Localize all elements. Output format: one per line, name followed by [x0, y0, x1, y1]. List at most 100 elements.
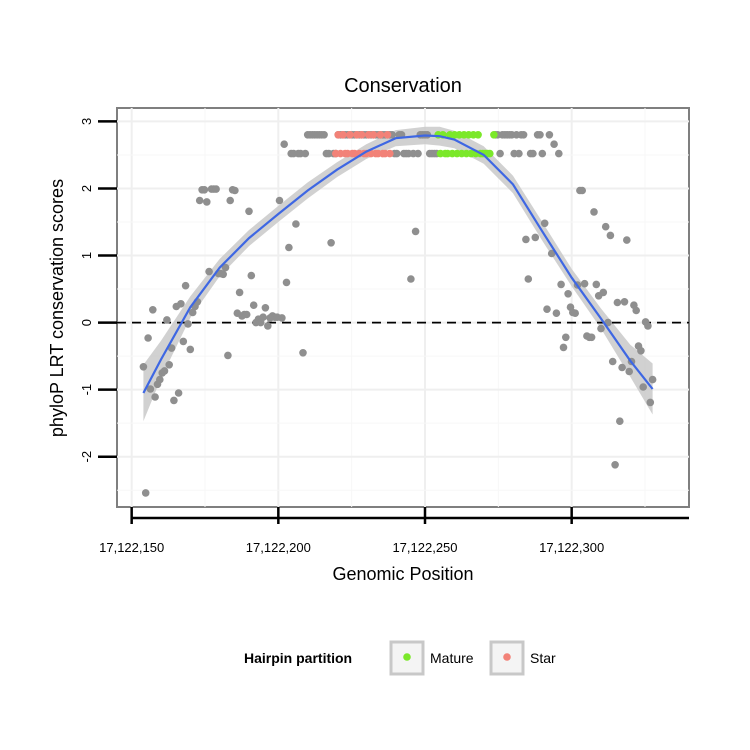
data-point-star	[357, 131, 366, 139]
data-point-other	[179, 337, 188, 346]
data-point-other	[407, 275, 415, 283]
data-point-mature	[490, 131, 498, 139]
data-point-other	[611, 461, 619, 469]
data-point-other	[606, 231, 615, 240]
data-point-other	[393, 149, 401, 158]
legend-item-mature: Mature	[389, 640, 474, 676]
legend-dot-mature	[403, 653, 411, 661]
data-point-other	[301, 149, 310, 158]
ribbon-area	[143, 126, 653, 422]
data-point-other	[529, 149, 537, 158]
data-point-other	[597, 324, 605, 333]
data-point-other	[285, 243, 293, 252]
data-point-mature	[474, 131, 482, 139]
x-tick-label: 17,122,150	[99, 540, 164, 555]
y-tick-label: 3	[79, 118, 94, 125]
data-points	[139, 131, 657, 497]
data-point-other	[496, 149, 504, 158]
data-point-other	[203, 198, 211, 206]
data-point-other	[224, 351, 232, 360]
data-point-other	[247, 271, 256, 280]
y-axis: -2 -1 0 1 2 3	[79, 118, 117, 463]
x-axis-title: Genomic Position	[332, 564, 473, 584]
data-point-other	[646, 398, 655, 407]
data-point-other	[414, 149, 422, 158]
data-point-other	[555, 149, 563, 158]
data-point-other	[524, 275, 533, 283]
y-tick-label: 0	[79, 319, 94, 326]
y-tick-label: -2	[79, 451, 94, 463]
data-point-other	[195, 196, 204, 205]
data-point-other	[587, 333, 596, 342]
y-tick-label: 1	[79, 252, 94, 259]
data-point-other	[144, 334, 152, 342]
legend-dot-star	[503, 653, 511, 661]
data-point-other	[186, 345, 195, 354]
data-point-other	[231, 186, 239, 195]
data-point-other	[580, 279, 589, 288]
data-point-other	[205, 267, 213, 276]
data-point-star	[383, 131, 392, 139]
legend-label-star: Star	[530, 650, 556, 666]
data-point-other	[531, 233, 540, 242]
data-point-other	[282, 278, 291, 287]
data-point-other	[278, 314, 286, 322]
data-point-other	[163, 316, 171, 324]
x-axis: 17,122,150 17,122,200 17,122,250 17,122,300	[99, 507, 689, 555]
data-point-other	[219, 270, 227, 279]
y-tick-label: 2	[79, 185, 94, 192]
x-tick-label: 17,122,300	[539, 540, 604, 555]
data-point-other	[249, 301, 258, 310]
data-point-other	[280, 140, 289, 148]
data-point-other	[590, 208, 598, 216]
data-point-other	[184, 320, 192, 328]
data-point-other	[637, 347, 645, 355]
data-point-other	[519, 131, 528, 139]
legend: Hairpin partition Mature Star	[244, 640, 556, 676]
data-point-other	[648, 375, 657, 384]
data-point-other	[221, 263, 230, 272]
data-point-other	[599, 288, 608, 297]
data-point-other	[320, 131, 328, 139]
data-point-other	[411, 227, 420, 236]
plot-panel	[116, 107, 690, 508]
data-point-other	[550, 140, 558, 148]
data-point-other	[540, 219, 549, 228]
data-point-other	[160, 367, 169, 375]
data-point-other	[174, 389, 183, 397]
data-point-other	[618, 363, 626, 372]
data-point-other	[536, 131, 544, 139]
data-point-other	[592, 280, 601, 289]
data-point-other	[177, 300, 185, 308]
data-point-other	[242, 310, 251, 319]
data-point-other	[146, 385, 155, 393]
data-point-other	[625, 367, 633, 376]
data-point-other	[275, 196, 284, 205]
data-point-mature	[486, 149, 494, 158]
data-point-other	[156, 375, 164, 384]
data-point-other	[264, 322, 272, 330]
confidence-ribbon	[143, 126, 653, 422]
data-point-other	[623, 236, 631, 244]
data-point-other	[557, 280, 565, 289]
data-point-other	[139, 363, 148, 371]
data-point-other	[170, 396, 178, 405]
data-point-other	[616, 417, 624, 426]
data-point-other	[188, 308, 197, 317]
data-point-star	[346, 131, 354, 139]
data-point-other	[212, 185, 220, 193]
data-point-other	[226, 196, 234, 205]
smooth-line	[142, 134, 654, 394]
data-point-other	[547, 249, 556, 258]
data-point-other	[165, 361, 173, 369]
legend-key-mature	[389, 640, 425, 676]
data-point-other	[515, 149, 523, 158]
data-point-other	[620, 298, 629, 306]
data-point-other	[141, 489, 150, 497]
data-point-other	[613, 298, 622, 307]
data-point-star	[339, 131, 347, 139]
data-point-other	[299, 349, 307, 357]
y-tick-label: -1	[79, 384, 94, 396]
data-point-other	[181, 281, 190, 290]
